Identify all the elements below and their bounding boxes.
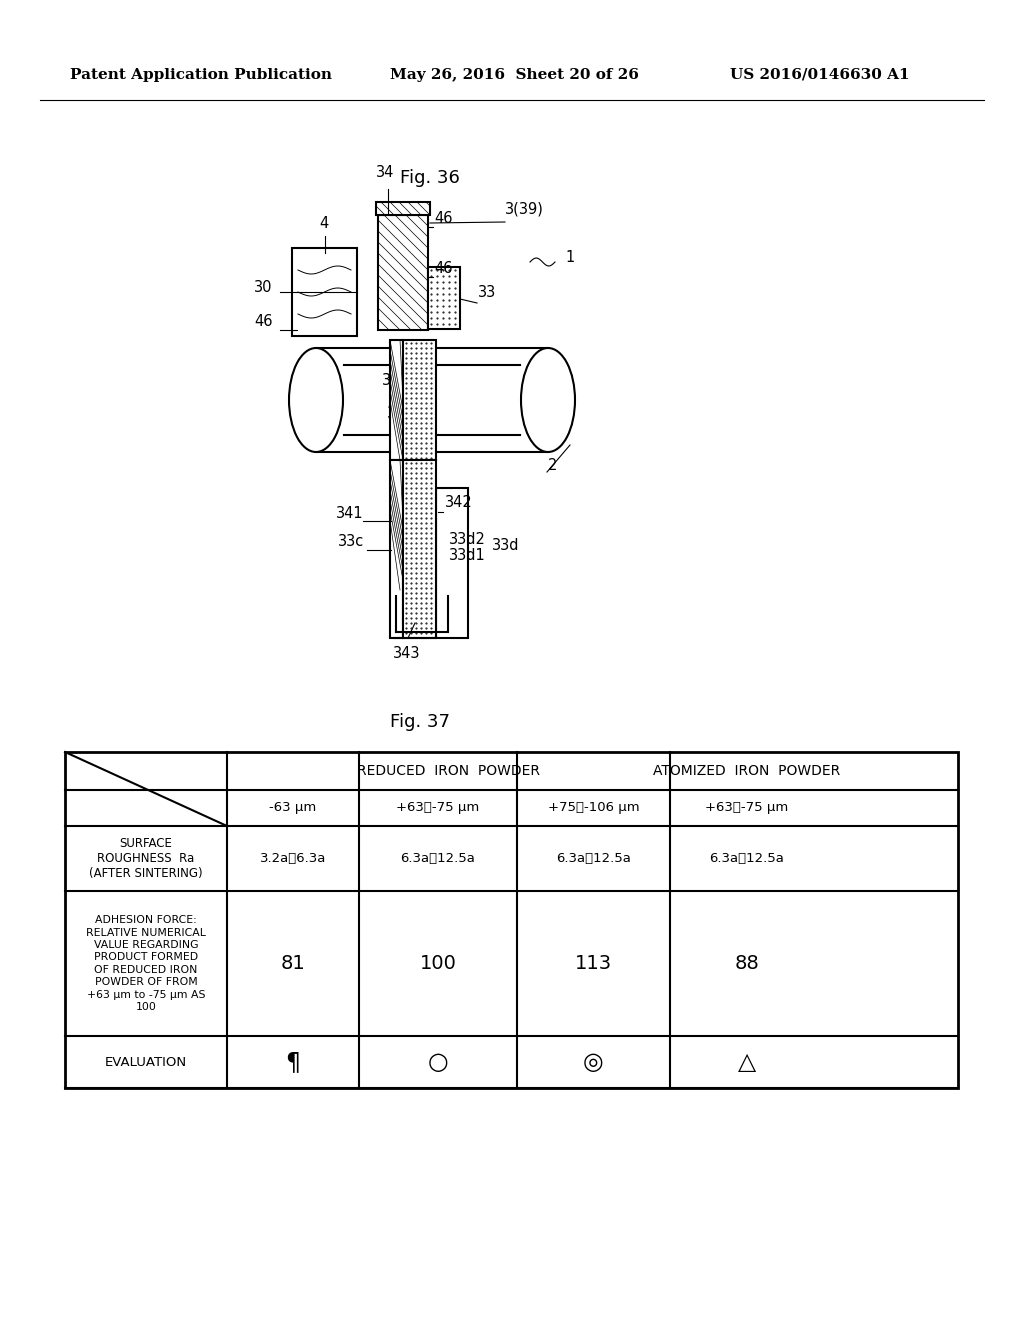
Text: May 26, 2016  Sheet 20 of 26: May 26, 2016 Sheet 20 of 26 [390,69,639,82]
Text: 33d1: 33d1 [449,548,485,564]
Text: -63 μm: -63 μm [269,801,316,814]
Bar [403,341,436,459]
Text: Fig. 36: Fig. 36 [400,169,460,187]
Text: ADHESION FORCE:
RELATIVE NUMERICAL
VALUE REGARDING
PRODUCT FORMED
OF REDUCED IRO: ADHESION FORCE: RELATIVE NUMERICAL VALUE… [86,915,206,1012]
Text: 6.3a～12.5a: 6.3a～12.5a [400,851,475,865]
Text: Patent Application Publication: Patent Application Publication [70,69,332,82]
Text: 6.3a～12.5a: 6.3a～12.5a [709,851,784,865]
Text: 34: 34 [376,165,394,180]
Ellipse shape [289,348,343,451]
Bar [316,348,548,451]
Text: 30: 30 [254,280,272,294]
Text: SURFACE
ROUGHNESS  Ra
(AFTER SINTERING): SURFACE ROUGHNESS Ra (AFTER SINTERING) [89,837,203,880]
Text: REDUCED  IRON  POWDER: REDUCED IRON POWDER [357,764,540,777]
Text: 341: 341 [336,506,364,521]
Text: 2: 2 [548,458,557,473]
Text: +63～-75 μm: +63～-75 μm [396,801,479,814]
Text: 33d: 33d [492,539,519,553]
Text: 3(39): 3(39) [505,201,544,216]
Bar [390,341,403,459]
Text: ○: ○ [428,1049,449,1074]
Text: 33a: 33a [408,605,435,620]
Text: Fig. 37: Fig. 37 [390,713,450,731]
Text: △: △ [737,1049,756,1074]
Text: 81: 81 [281,954,305,973]
Text: US 2016/0146630 A1: US 2016/0146630 A1 [730,69,909,82]
Text: 342: 342 [445,495,473,510]
Text: 88: 88 [734,954,759,973]
Text: ◎: ◎ [584,1049,604,1074]
Ellipse shape [521,348,575,451]
Text: 343: 343 [393,645,421,661]
Text: 33b: 33b [387,407,415,421]
Text: +63～-75 μm: +63～-75 μm [705,801,788,814]
Bar [376,202,430,215]
Text: 344: 344 [382,374,410,388]
Text: 100: 100 [420,954,457,973]
Bar [292,248,357,337]
Text: +75～-106 μm: +75～-106 μm [548,801,639,814]
Text: 33d2: 33d2 [449,532,485,546]
Text: 46: 46 [434,261,453,276]
Bar [378,215,428,330]
Text: 1: 1 [565,249,574,265]
Bar [436,488,468,638]
Text: 113: 113 [574,954,612,973]
Text: 4: 4 [319,216,329,231]
Text: 33: 33 [478,285,497,300]
Text: 46: 46 [254,314,272,329]
Bar [403,459,436,638]
Text: 3.2a～6.3a: 3.2a～6.3a [260,851,327,865]
Text: ATOMIZED  IRON  POWDER: ATOMIZED IRON POWDER [653,764,840,777]
Text: EVALUATION: EVALUATION [104,1056,187,1068]
Bar [428,267,460,329]
Bar [65,752,958,1088]
Text: ¶: ¶ [286,1049,300,1074]
Text: 33c: 33c [338,535,365,549]
Text: 6.3a～12.5a: 6.3a～12.5a [556,851,631,865]
Bar [390,459,403,638]
Text: 46: 46 [434,211,453,226]
